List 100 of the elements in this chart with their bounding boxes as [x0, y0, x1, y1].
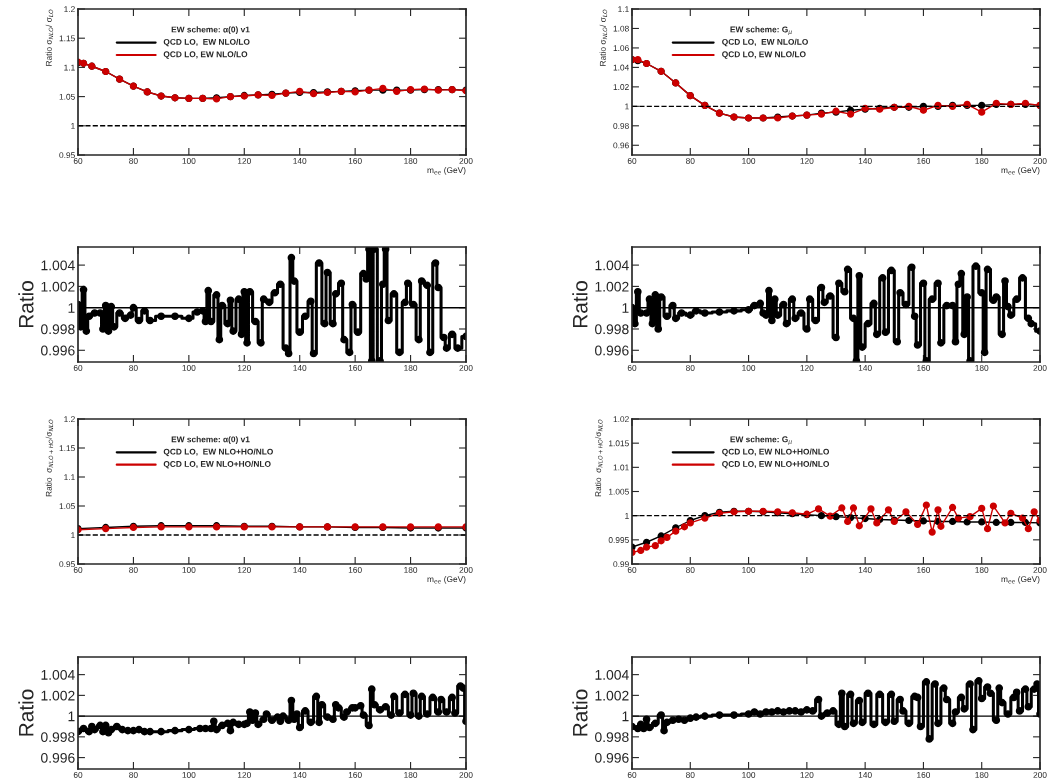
- legend-label: QCD LO, EW NLO+HO/NLO: [722, 448, 830, 457]
- y-tick-label: 1.01: [613, 464, 629, 471]
- x-tick-label: 80: [129, 365, 138, 371]
- x-tick-label: 140: [858, 158, 872, 164]
- x-tick-label: 160: [917, 772, 931, 778]
- y-tick-label: 1.004: [595, 260, 629, 271]
- x-tick-label: 200: [459, 365, 473, 371]
- x-tick-label: 200: [1033, 772, 1047, 778]
- x-tick-label: 140: [293, 772, 307, 778]
- x-tick-label: 160: [348, 567, 362, 573]
- x-axis-title: m$_{ee}$ (GeV): [1001, 166, 1040, 175]
- y-tick-label: 0.96: [613, 142, 629, 149]
- y-tick-label: 1: [622, 303, 629, 313]
- y-tick-label: 1: [625, 512, 629, 519]
- y-axis-title: Ratio: [572, 689, 588, 736]
- y-axis-title: Ratio σ$_{NLO}$/ σ$_{LO}$: [599, 9, 608, 66]
- x-tick-label: 140: [293, 567, 307, 573]
- x-tick-label: 80: [686, 772, 695, 778]
- x-tick-label: 100: [742, 567, 756, 573]
- y-tick-label: 0.996: [41, 345, 75, 356]
- y-tick-label: 0.95: [59, 561, 75, 568]
- y-tick-label: 1.06: [613, 45, 629, 52]
- x-tick-label: 120: [237, 158, 251, 164]
- legend-label: QCD LO, EW NLO/LO: [722, 51, 806, 59]
- x-tick-label: 100: [742, 365, 756, 371]
- x-tick-label: 180: [404, 158, 418, 164]
- y-axis-title: Ratio σ$_{NLO}$/ σ$_{LO}$: [45, 9, 54, 66]
- y-tick-label: 0.995: [608, 537, 629, 543]
- legend-label: QCD LO, EW NLO+HO/NLO: [163, 448, 273, 457]
- y-tick-label: 0.996: [595, 345, 629, 356]
- x-tick-label: 120: [800, 365, 814, 371]
- y-tick-label: 1: [625, 103, 629, 110]
- x-tick-label: 120: [237, 365, 251, 371]
- y-tick-label: 1: [622, 711, 629, 722]
- x-tick-label: 120: [800, 158, 814, 164]
- x-tick-label: 80: [686, 567, 695, 573]
- y-tick-label: 1.002: [595, 281, 629, 292]
- x-axis-title: m$_{ee}$ (GeV): [427, 166, 466, 175]
- x-tick-label: 180: [975, 365, 989, 371]
- annotation: EW scheme: G$_{μ}$: [730, 26, 792, 35]
- legend-label: QCD LO, EW NLO/LO: [163, 38, 250, 47]
- x-tick-label: 180: [404, 772, 418, 778]
- y-tick-label: 1.004: [41, 669, 75, 680]
- x-tick-label: 160: [348, 365, 362, 371]
- annotation: EW scheme: α(0) v1: [171, 436, 250, 444]
- x-tick-label: 120: [800, 772, 814, 778]
- y-tick-label: 1.05: [59, 93, 75, 100]
- x-tick-label: 60: [73, 158, 83, 164]
- y-tick-label: 1.002: [41, 281, 75, 292]
- y-tick-label: 1.004: [595, 669, 629, 680]
- x-tick-label: 140: [293, 365, 307, 371]
- x-tick-label: 100: [742, 158, 756, 164]
- y-tick-label: 1.015: [609, 440, 629, 447]
- y-tick-label: 1: [68, 303, 75, 313]
- y-tick-label: 0.99: [613, 561, 629, 568]
- annotation: EW scheme: α(0) v1: [171, 26, 250, 35]
- x-axis-title: m$_{ee}$ (GeV): [1001, 575, 1040, 584]
- x-tick-label: 80: [129, 567, 138, 573]
- x-tick-label: 100: [742, 772, 756, 778]
- y-axis-title: Ratio: [18, 689, 34, 736]
- annotation: EW scheme: G$_{μ}$: [730, 436, 792, 445]
- y-tick-label: 1.002: [41, 690, 75, 701]
- y-tick-label: 1.2: [64, 416, 75, 423]
- y-tick-label: 0.98: [613, 123, 629, 129]
- x-tick-label: 200: [1033, 365, 1047, 371]
- y-axis-title: Ratio σ$_{NLO+HO}$/σ$_{NLO}$: [45, 419, 54, 497]
- x-tick-label: 80: [686, 365, 695, 371]
- x-tick-label: 60: [627, 772, 637, 778]
- y-tick-label: 1.02: [613, 84, 629, 90]
- x-tick-label: 120: [800, 567, 814, 573]
- y-tick-label: 0.996: [41, 752, 75, 763]
- x-tick-label: 100: [182, 772, 196, 778]
- x-tick-label: 120: [237, 567, 251, 573]
- x-tick-label: 140: [293, 158, 307, 164]
- y-tick-label: 1.005: [609, 488, 629, 495]
- x-tick-label: 200: [1033, 567, 1047, 573]
- x-tick-label: 60: [627, 158, 637, 164]
- x-tick-label: 180: [975, 772, 989, 778]
- x-tick-label: 160: [917, 365, 931, 371]
- x-tick-label: 100: [182, 567, 196, 573]
- x-tick-label: 100: [182, 158, 196, 164]
- x-tick-label: 160: [917, 567, 931, 573]
- y-tick-label: 1: [71, 532, 75, 539]
- x-tick-label: 80: [129, 772, 138, 778]
- x-tick-label: 200: [459, 158, 473, 164]
- x-tick-label: 100: [182, 365, 196, 371]
- x-tick-label: 80: [129, 158, 138, 164]
- y-tick-label: 1.002: [595, 690, 629, 701]
- x-tick-label: 200: [459, 772, 473, 778]
- y-tick-label: 1.1: [64, 64, 75, 71]
- y-tick-label: 1: [71, 123, 75, 129]
- y-tick-label: 1.1: [618, 6, 629, 13]
- y-axis-title: Ratio σ$_{NLO+HO}$/σ$_{NLO}$: [595, 419, 603, 497]
- y-axis-title: Ratio: [572, 281, 588, 328]
- x-tick-label: 160: [348, 772, 362, 778]
- y-tick-label: 1: [68, 711, 75, 722]
- y-tick-label: 1.1: [64, 474, 75, 481]
- y-tick-label: 1.2: [64, 6, 75, 13]
- x-tick-label: 60: [627, 567, 637, 573]
- y-tick-label: 1.05: [59, 503, 75, 510]
